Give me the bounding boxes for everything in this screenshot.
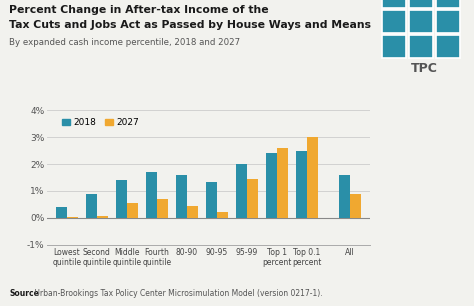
Text: Urban-Brookings Tax Policy Center Microsimulation Model (version 0217-1).: Urban-Brookings Tax Policy Center Micros… [32,289,323,298]
Bar [409,0,433,8]
Bar [436,10,460,33]
Bar [176,175,187,218]
Bar [266,153,277,218]
Bar [409,10,433,33]
Bar [296,151,307,218]
Bar [409,35,433,58]
Text: Source: Source [9,289,39,298]
Bar [127,203,137,218]
Bar [236,164,247,218]
Bar [67,217,78,218]
Bar [116,180,127,218]
Bar [436,0,460,8]
Bar [382,10,406,33]
Bar [350,194,361,218]
Bar [247,179,257,218]
Bar [157,199,168,218]
Bar [56,207,67,218]
Legend: 2018, 2027: 2018, 2027 [58,115,143,131]
Bar [307,137,318,218]
Bar [382,35,406,58]
Bar [382,0,406,8]
Bar [86,194,97,218]
Bar [97,216,108,218]
Text: By expanded cash income percentile, 2018 and 2027: By expanded cash income percentile, 2018… [9,38,241,47]
Bar [146,172,157,218]
Bar [217,212,228,218]
Text: Percent Change in After-tax Income of the: Percent Change in After-tax Income of th… [9,5,269,15]
Text: TPC: TPC [411,62,438,75]
Bar [339,175,350,218]
Text: Tax Cuts and Jobs Act as Passed by House Ways and Means: Tax Cuts and Jobs Act as Passed by House… [9,20,372,30]
Bar [187,206,198,218]
Bar [436,35,460,58]
Bar [277,148,288,218]
Bar [206,181,217,218]
